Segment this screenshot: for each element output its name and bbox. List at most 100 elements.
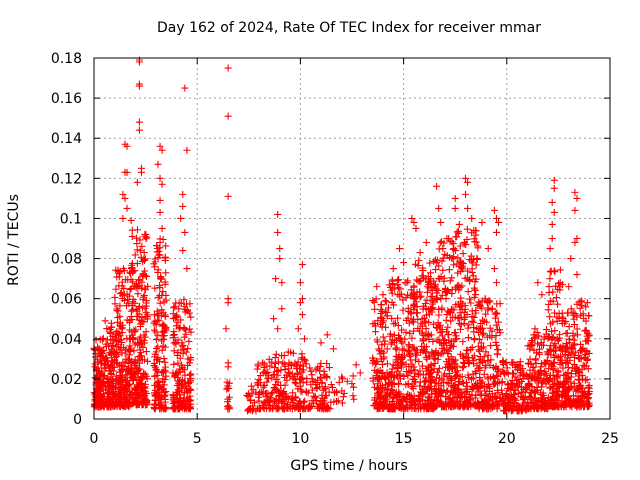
data-point	[418, 390, 426, 398]
data-point	[299, 366, 307, 374]
data-point	[186, 374, 194, 382]
data-point	[162, 269, 170, 277]
data-point	[549, 297, 557, 305]
data-point	[172, 370, 180, 378]
data-point	[389, 265, 397, 273]
data-point	[395, 361, 403, 369]
data-point	[135, 366, 143, 374]
data-point	[425, 364, 433, 372]
data-point	[119, 214, 127, 222]
data-point	[455, 380, 463, 388]
data-point	[129, 278, 137, 286]
data-point	[126, 285, 134, 293]
data-point	[181, 84, 189, 92]
data-point	[274, 210, 282, 218]
chart-title: Day 162 of 2024, Rate Of TEC Index for r…	[157, 20, 541, 36]
data-point	[136, 236, 144, 244]
data-point	[549, 363, 557, 371]
data-point	[516, 369, 524, 377]
data-point	[129, 306, 137, 314]
data-point	[423, 288, 431, 296]
data-point	[460, 240, 468, 248]
data-point	[453, 282, 461, 290]
data-point	[402, 316, 410, 324]
data-point	[534, 340, 542, 348]
data-point	[392, 344, 400, 352]
data-point	[494, 389, 502, 397]
data-point	[427, 269, 435, 277]
data-point	[530, 331, 538, 339]
data-point	[427, 293, 435, 301]
data-point	[567, 255, 575, 263]
data-point	[440, 239, 448, 247]
data-point	[402, 328, 410, 336]
data-point	[571, 206, 579, 214]
data-point	[486, 361, 494, 369]
data-point	[122, 276, 130, 284]
data-point	[143, 375, 151, 383]
data-point	[425, 370, 433, 378]
data-point	[378, 347, 386, 355]
data-point	[179, 398, 187, 406]
data-point	[448, 397, 456, 405]
data-point	[292, 380, 300, 388]
data-point	[311, 394, 319, 402]
data-point	[129, 295, 137, 303]
data-point	[223, 398, 231, 406]
data-point	[401, 335, 409, 343]
data-point	[276, 245, 284, 253]
data-point	[298, 261, 306, 269]
data-point	[185, 337, 193, 345]
data-point	[102, 386, 110, 394]
data-point	[487, 342, 495, 350]
data-point	[492, 214, 500, 222]
data-point	[402, 360, 410, 368]
data-point	[381, 297, 389, 305]
data-point	[410, 218, 418, 226]
data-point	[378, 341, 386, 349]
data-point	[444, 387, 452, 395]
data-point	[296, 299, 304, 307]
data-point	[374, 317, 382, 325]
data-point	[493, 310, 501, 318]
data-point	[528, 338, 536, 346]
data-point	[454, 269, 462, 277]
data-point	[159, 288, 167, 296]
data-point	[160, 327, 168, 335]
data-point	[400, 259, 408, 267]
data-point	[439, 245, 447, 253]
data-point	[177, 346, 185, 354]
data-point	[139, 393, 147, 401]
data-point	[404, 390, 412, 398]
data-point	[312, 397, 320, 405]
data-point	[471, 368, 479, 376]
data-point	[468, 268, 476, 276]
data-point	[538, 341, 546, 349]
data-point	[393, 277, 401, 285]
data-point	[412, 309, 420, 317]
data-point	[538, 383, 546, 391]
plot-frame	[93, 57, 611, 420]
data-point	[464, 354, 472, 362]
data-point	[328, 383, 336, 391]
data-point	[464, 267, 472, 275]
data-point	[434, 355, 442, 363]
y-tick-label: 0.18	[51, 51, 82, 67]
data-point	[508, 377, 516, 385]
x-tick-label: 20	[498, 431, 516, 447]
data-point	[447, 317, 455, 325]
data-point	[558, 393, 566, 401]
x-tick-labels: 0 5 10 15 20 25	[90, 431, 619, 447]
data-point	[569, 392, 577, 400]
data-point	[371, 328, 379, 336]
data-point	[464, 204, 472, 212]
data-point	[514, 389, 522, 397]
data-point	[156, 358, 164, 366]
data-point	[459, 401, 467, 409]
data-point	[569, 329, 577, 337]
data-point	[464, 324, 472, 332]
data-point	[453, 362, 461, 370]
data-point	[452, 356, 460, 364]
data-point	[379, 360, 387, 368]
data-point	[95, 382, 103, 390]
